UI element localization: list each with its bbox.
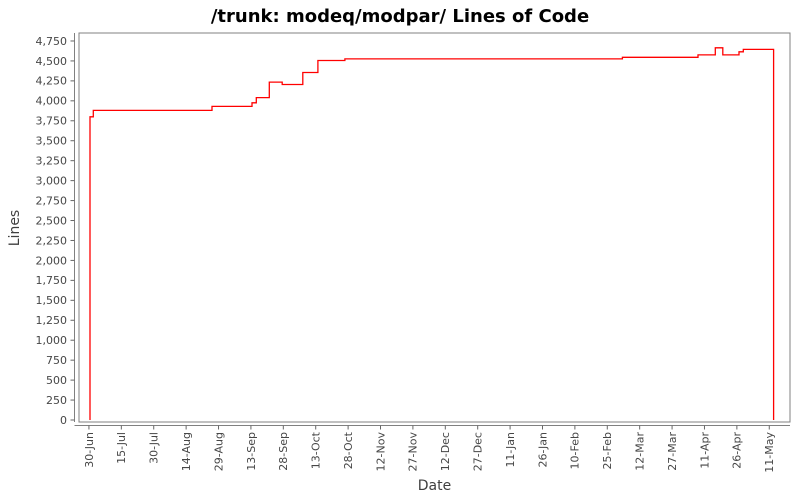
x-tick-label: 15-Jul [115,432,128,464]
y-tick-label: 0 [60,414,67,427]
x-tick-label: 12-Dec [439,432,452,471]
x-tick-label: 12-Nov [374,432,387,472]
y-tick-label: 3,500 [36,135,68,148]
x-tick-label: 29-Aug [212,432,225,471]
x-tick-label: 26-Apr [731,432,744,469]
y-tick-label: 500 [46,374,67,387]
y-tick-label: 3,750 [36,115,68,128]
y-tick-label: 1,750 [36,274,68,287]
y-tick-label: 4,250 [36,75,68,88]
x-tick-label: 30-Jun [83,432,96,468]
x-tick-label: 27-Nov [407,432,420,472]
x-tick-label: 11-Apr [698,432,711,469]
y-tick-label: 750 [46,354,67,367]
x-tick-label: 12-Mar [634,432,647,471]
x-tick-label: 28-Oct [342,431,355,469]
plot-border [78,32,791,423]
x-tick-label: 30-Jul [148,432,161,464]
y-tick-label: 4,000 [36,95,68,108]
y-tick-label: 2,000 [36,254,68,267]
x-tick-label: 27-Mar [666,432,679,471]
series-line-lines-of-code [89,47,775,420]
x-tick-label: 11-May [763,432,776,473]
y-tick-label: 2,250 [36,234,68,247]
y-tick-label: 250 [46,394,67,407]
x-axis-title: Date [417,478,452,494]
x-tick-label: 13-Sep [245,432,258,471]
x-tick-label: 27-Dec [472,432,485,471]
y-tick-label: 4,750 [36,35,68,48]
y-tick-label: 3,000 [36,174,68,187]
x-tick-label: 13-Oct [310,431,323,469]
y-tick-label: 1,250 [36,314,68,327]
y-tick-label: 1,000 [36,334,68,347]
x-tick-label: 28-Sep [277,432,290,471]
x-tick-label: 26-Jan [536,432,549,468]
y-tick-label: 2,750 [36,194,68,207]
chart-title: /trunk: modeq/modpar/ Lines of Code [210,6,590,27]
y-tick-label: 4,500 [36,55,68,68]
x-tick-label: 14-Aug [180,432,193,471]
y-tick-label: 3,250 [36,155,68,168]
x-tick-label: 10-Feb [569,432,582,469]
y-tick-label: 2,500 [36,214,68,227]
x-tick-label: 11-Jan [504,432,517,468]
y-tick-label: 1,500 [36,294,68,307]
x-tick-label: 25-Feb [601,432,614,469]
